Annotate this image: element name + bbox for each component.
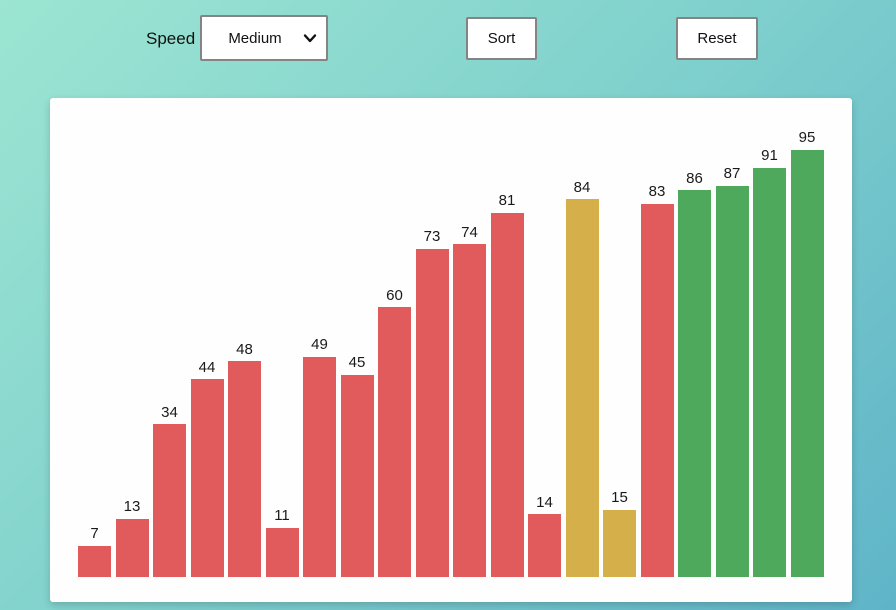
bar-value-label: 87 xyxy=(723,165,741,183)
bar-value-label: 48 xyxy=(236,340,253,358)
bar xyxy=(528,514,561,577)
bar-value-label: 15 xyxy=(611,489,628,507)
bar xyxy=(265,527,299,577)
bar-value-label: 60 xyxy=(386,286,403,304)
bar-column: 73 xyxy=(415,228,449,577)
bar xyxy=(640,203,674,577)
bar-value-label: 73 xyxy=(423,228,441,246)
bar xyxy=(678,190,711,577)
bar-value-label: 34 xyxy=(161,403,178,421)
bar-value-label: 84 xyxy=(573,178,591,196)
bar-column: 84 xyxy=(565,178,599,577)
bar-value-label: 44 xyxy=(198,358,216,376)
bar-value-label: 49 xyxy=(311,336,328,354)
bar-value-label: 95 xyxy=(798,129,816,147)
bar xyxy=(153,424,186,577)
bar xyxy=(790,149,824,577)
bar-column: 60 xyxy=(378,287,411,577)
speed-select-wrap: Medium xyxy=(200,15,328,61)
speed-select[interactable]: Medium xyxy=(200,15,328,61)
bar-column: 86 xyxy=(678,170,711,577)
speed-label: Speed xyxy=(146,29,196,48)
bar-column: 74 xyxy=(453,224,486,577)
bar-column: 34 xyxy=(153,404,186,577)
bar-column: 14 xyxy=(528,494,561,577)
bar xyxy=(453,244,486,577)
bar-column: 83 xyxy=(640,183,674,577)
bar-column: 11 xyxy=(265,507,299,577)
bar xyxy=(228,361,261,577)
bar-column: 13 xyxy=(115,498,149,577)
bar-column: 87 xyxy=(715,165,749,577)
bar xyxy=(603,509,636,577)
bar-column: 49 xyxy=(303,336,336,577)
bar-column: 81 xyxy=(490,192,524,577)
bar xyxy=(303,356,336,577)
bar-value-label: 86 xyxy=(686,169,703,187)
bar-column: 91 xyxy=(753,147,786,577)
bar xyxy=(565,199,599,577)
bar xyxy=(190,379,224,577)
bar-column: 44 xyxy=(190,358,224,577)
reset-button[interactable]: Reset xyxy=(676,17,758,60)
bar-column: 45 xyxy=(340,354,374,577)
bar-column: 48 xyxy=(228,341,261,577)
bar-chart: 7 13 34 44 48 11 49 45 60 73 74 81 14 84 15 83 86 87 91 95 xyxy=(78,129,824,577)
bar-column: 15 xyxy=(603,489,636,577)
bar-value-label: 83 xyxy=(648,183,666,201)
bar xyxy=(340,374,374,577)
bar xyxy=(115,518,149,577)
bar-value-label: 13 xyxy=(123,498,141,516)
bar-value-label: 81 xyxy=(498,192,516,210)
bar-column: 7 xyxy=(78,525,111,577)
bar-value-label: 11 xyxy=(274,507,290,525)
bar xyxy=(78,545,111,577)
bar xyxy=(490,212,524,577)
bar xyxy=(753,167,786,577)
bar xyxy=(378,307,411,577)
bar-value-label: 74 xyxy=(461,223,478,241)
toolbar: Speed Medium Sort Reset xyxy=(0,0,896,80)
bar-value-label: 91 xyxy=(761,147,778,165)
bar xyxy=(415,248,449,577)
bar-column: 95 xyxy=(790,129,824,577)
sort-button[interactable]: Sort xyxy=(466,17,537,60)
bar-value-label: 14 xyxy=(536,493,553,511)
chart-card: 7 13 34 44 48 11 49 45 60 73 74 81 14 84 15 83 86 87 91 95 xyxy=(50,98,852,602)
bar-value-label: 45 xyxy=(348,354,366,372)
bar xyxy=(715,185,749,577)
bar-value-label: 7 xyxy=(90,525,99,543)
